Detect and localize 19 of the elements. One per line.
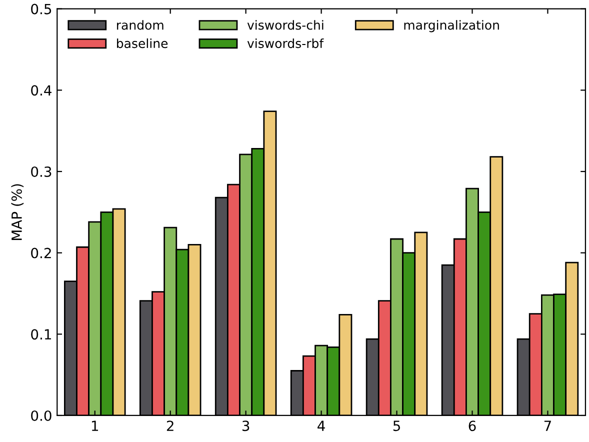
x-tick-label: 4	[318, 420, 325, 431]
x-tick-label: 2	[166, 420, 174, 431]
y-tick-label: 0.5	[31, 4, 52, 14]
legend-label: random	[117, 20, 164, 30]
y-tick-label: 0.2	[31, 248, 51, 258]
y-tick-label: 0.3	[31, 166, 52, 177]
legend-label: baseline	[117, 38, 168, 48]
x-tick-label: 6	[468, 420, 476, 432]
x-tick-label: 7	[544, 420, 551, 431]
legend-label: marginalization	[404, 20, 499, 32]
x-tick-label: 1	[92, 420, 98, 431]
x-tick-label: 3	[242, 420, 250, 432]
x-tick-label: 5	[393, 420, 400, 432]
legend-label: viswords-rbf	[247, 38, 324, 48]
y-tick-label: 0.0	[31, 410, 52, 421]
y-tick-label: 0.4	[31, 85, 52, 96]
y-tick-label: 0.1	[31, 329, 51, 340]
y-axis-title: MAP (%)	[11, 184, 24, 240]
legend-label: viswords-chi	[247, 20, 324, 30]
